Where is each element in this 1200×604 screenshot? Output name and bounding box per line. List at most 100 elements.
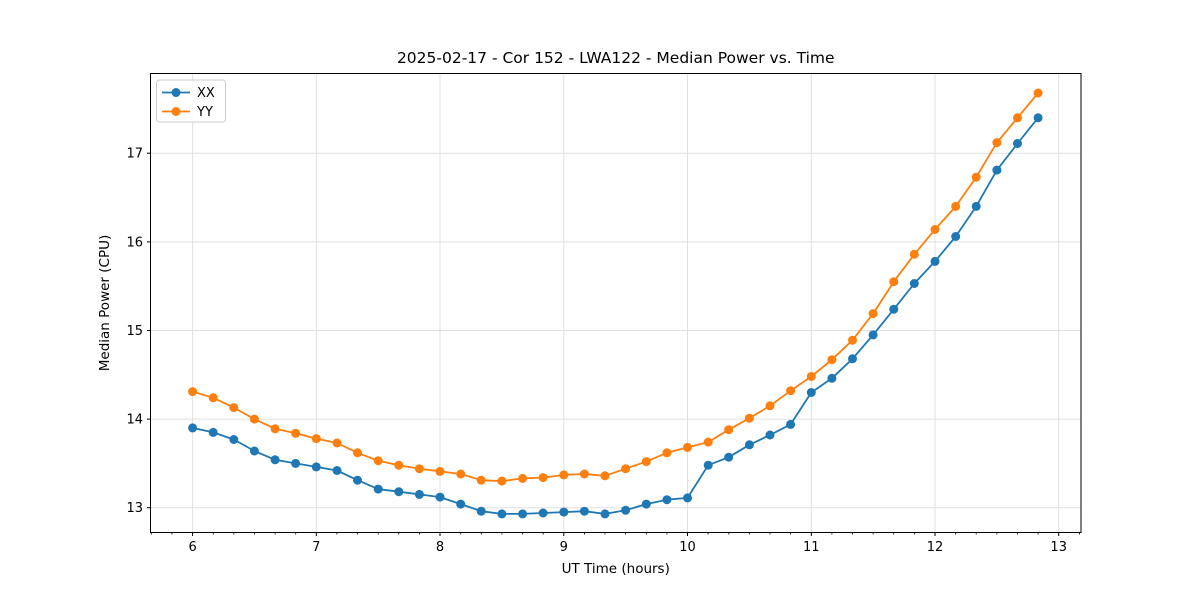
plot-border: [150, 73, 1082, 533]
x-axis-label: UT Time (hours): [562, 561, 670, 577]
data-point: [641, 499, 651, 509]
data-point: [600, 509, 610, 519]
data-point: [373, 456, 383, 466]
data-point: [889, 304, 899, 314]
data-point: [579, 469, 589, 479]
data-point: [476, 475, 486, 485]
data-point: [683, 442, 692, 452]
y-tick-label: 16: [126, 235, 143, 250]
x-tick-label: 13: [1050, 540, 1067, 555]
data-point: [744, 440, 754, 450]
data-point: [229, 403, 239, 413]
data-point: [992, 138, 1002, 148]
data-point: [311, 434, 321, 444]
x-tick-label: 7: [312, 540, 320, 555]
data-point: [848, 354, 857, 364]
grid: [150, 73, 1081, 533]
data-point: [930, 256, 940, 266]
y-tick-label: 14: [126, 413, 143, 428]
y-axis-label: Median Power (CPU): [97, 235, 113, 371]
data-point: [765, 401, 775, 411]
data-point: [909, 279, 919, 288]
data-point: [703, 437, 713, 447]
data-point: [291, 428, 301, 438]
data-point: [414, 464, 424, 474]
data-point: [827, 373, 837, 383]
data-point: [786, 419, 796, 429]
data-point: [435, 492, 445, 502]
data-point: [579, 506, 589, 516]
data-point: [394, 460, 404, 470]
x-tick-label: 10: [679, 540, 696, 555]
data-point: [456, 469, 466, 479]
data-point: [373, 484, 383, 494]
legend-label: YY: [196, 105, 213, 120]
data-point: [744, 413, 754, 423]
data-point: [806, 372, 816, 381]
data-point: [311, 462, 321, 472]
data-point: [518, 473, 528, 483]
data-point: [414, 489, 424, 499]
data-point: [353, 475, 362, 485]
data-point: [270, 455, 280, 465]
data-point: [538, 473, 548, 483]
data-point: [249, 446, 259, 456]
series-xx: [188, 113, 1043, 519]
legend-box: [156, 79, 226, 123]
legend-marker-icon: [171, 107, 181, 116]
data-point: [992, 165, 1002, 175]
data-point: [538, 508, 548, 518]
data-point: [208, 393, 218, 403]
data-point: [435, 466, 445, 476]
data-point: [497, 509, 507, 519]
data-point: [765, 430, 775, 440]
data-point: [188, 423, 198, 433]
data-point: [889, 277, 899, 287]
data-point: [600, 471, 610, 481]
x-tick-label: 8: [436, 540, 444, 555]
data-point: [353, 448, 362, 458]
data-point: [848, 335, 857, 345]
data-point: [683, 493, 692, 503]
data-point: [229, 435, 239, 444]
data-point: [827, 355, 837, 365]
data-point: [951, 201, 961, 211]
data-point: [208, 427, 218, 437]
legend: XX YY: [156, 79, 226, 123]
data-point: [188, 387, 198, 397]
data-point: [662, 495, 672, 505]
data-point: [786, 386, 796, 396]
axes: 6 7 8 9 10 11 12 13 13 14 15 16 17: [126, 73, 1082, 555]
data-point: [662, 448, 672, 458]
data-point: [806, 388, 816, 397]
data-point: [724, 425, 734, 435]
data-point: [332, 466, 342, 475]
y-tick-label: 17: [126, 147, 143, 162]
y-tick-label: 13: [126, 501, 143, 516]
series-line: [192, 117, 1039, 515]
data-point: [930, 225, 940, 234]
legend-item-xx: XX: [162, 86, 215, 101]
data-point: [909, 249, 919, 259]
data-point: [868, 330, 878, 340]
y-tick-label: 15: [126, 324, 143, 339]
data-point: [476, 506, 486, 516]
x-tick-label: 11: [803, 540, 820, 555]
data-point: [724, 452, 734, 462]
data-point: [332, 438, 342, 448]
data-point: [621, 505, 631, 515]
data-point: [249, 414, 259, 424]
data-point: [971, 172, 981, 182]
data-point: [456, 499, 466, 509]
data-point: [971, 201, 981, 211]
legend-label: XX: [197, 86, 215, 101]
data-point: [270, 424, 280, 434]
data-point: [394, 487, 404, 497]
series-layer: [188, 88, 1043, 519]
data-point: [559, 507, 569, 517]
data-point: [951, 232, 961, 241]
data-point: [703, 460, 713, 470]
legend-item-yy: YY: [162, 105, 213, 120]
